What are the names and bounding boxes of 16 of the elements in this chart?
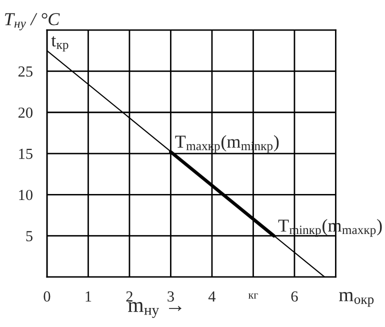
y-tick-label: 10 — [19, 190, 32, 200]
text: m$_{окр}$ — [339, 292, 374, 307]
x-tick-label: 4 — [208, 291, 216, 302]
x-tick-label: 1 — [86, 291, 92, 302]
y-tick-label: 20 — [18, 108, 32, 118]
x-tick-label: 3 — [168, 291, 174, 302]
y-axis-title: T$_{ну}$ / °C — [5, 13, 60, 30]
annotation: t$_{кр}$ — [51, 36, 68, 52]
y-tick-label: 15 — [19, 148, 32, 159]
x-axis-title: m$_{ну}$ → — [128, 302, 182, 318]
x-tick-label: 0 — [44, 291, 50, 302]
y-tick-label: 25 — [18, 66, 32, 77]
y-tick-label: 5 — [26, 231, 32, 242]
x-tick-label: 6 — [291, 291, 298, 302]
x-tick-label: кг — [248, 293, 258, 299]
x-tick-label: 2 — [126, 291, 132, 302]
